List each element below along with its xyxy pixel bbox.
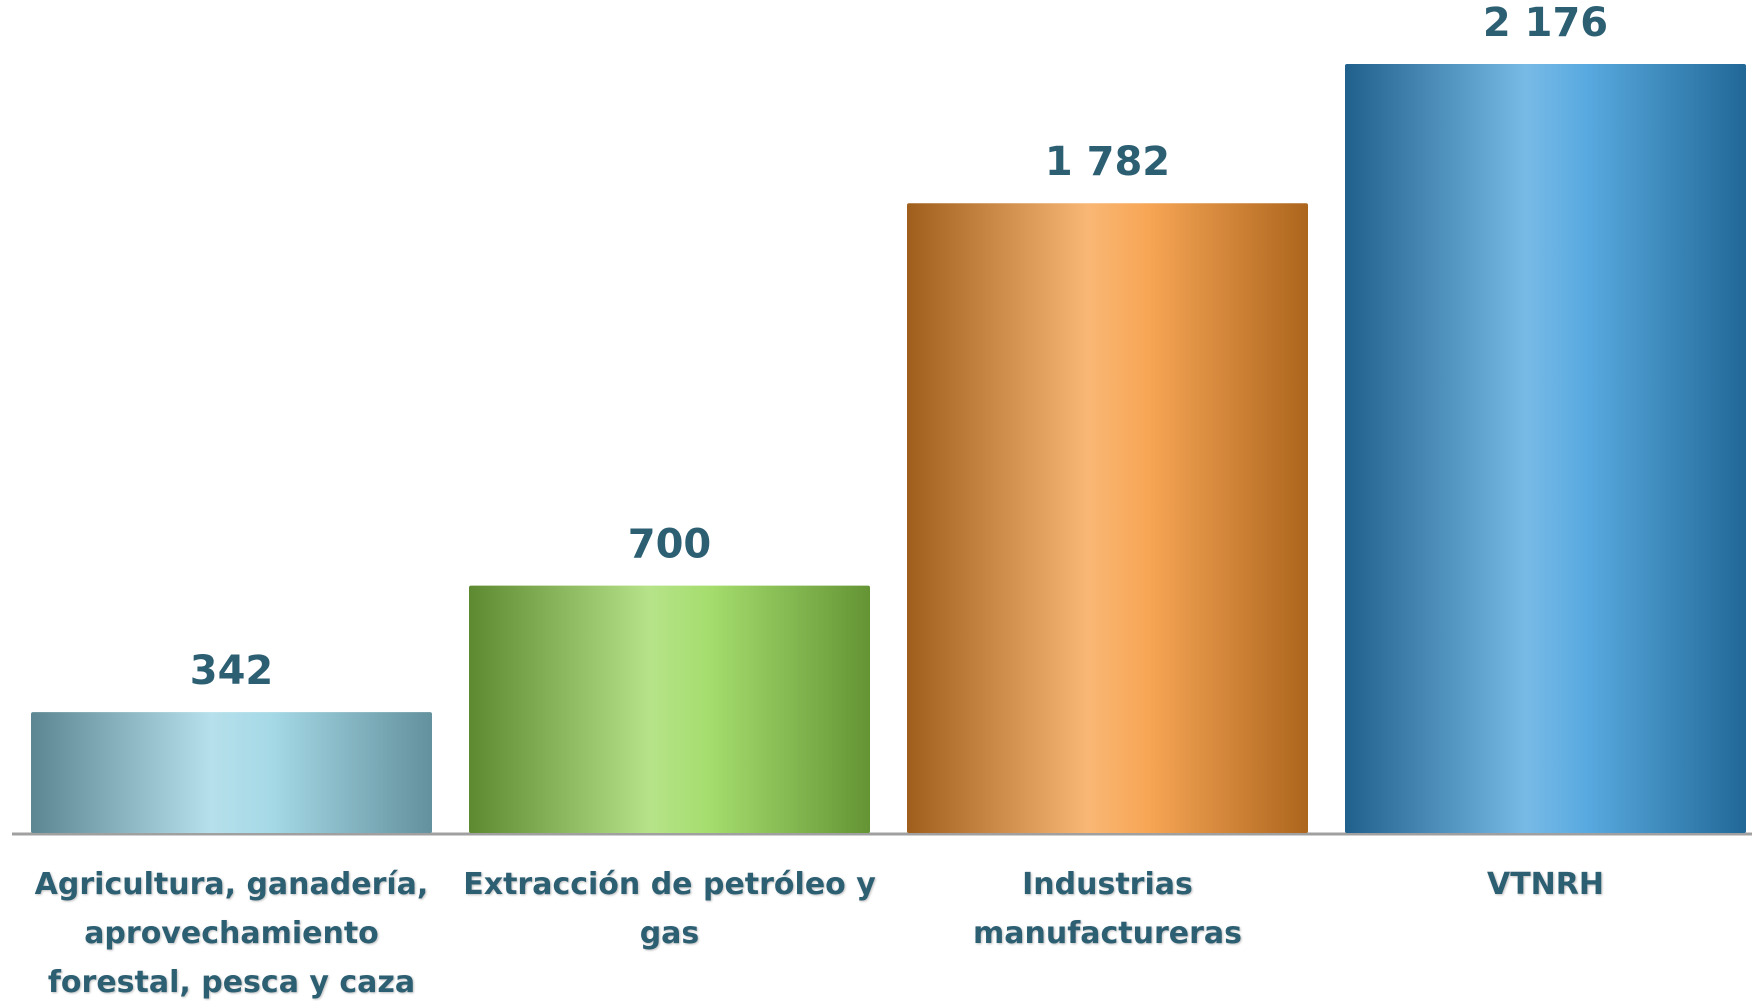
value-label: 342 (190, 648, 274, 694)
bar (469, 586, 870, 833)
x-tick-label: VTNRH (1335, 860, 1752, 909)
value-label: 700 (628, 522, 712, 568)
bar (1345, 64, 1746, 833)
value-label: 2 176 (1483, 0, 1608, 46)
bar (31, 712, 432, 833)
x-tick-label: Agricultura, ganadería, aprovechamiento … (21, 860, 442, 1001)
x-tick-label: Extracción de petróleo y gas (459, 860, 880, 958)
chart: 342 700 1 782 2 176 Agricultura, ganadería,… (0, 0, 1752, 1001)
chart-canvas: 342 700 1 782 2 176 (0, 0, 1752, 1001)
x-tick-label: Industrias manufactureras (897, 860, 1318, 958)
bar (907, 203, 1308, 833)
value-label: 1 782 (1045, 139, 1170, 185)
